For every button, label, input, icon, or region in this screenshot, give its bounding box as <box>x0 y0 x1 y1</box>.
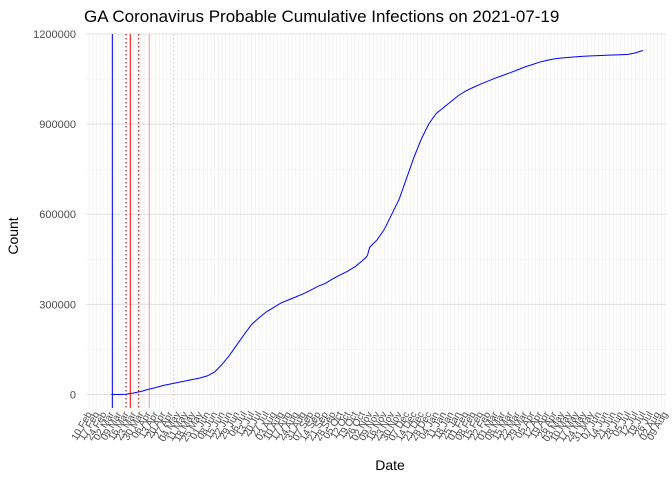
y-tick-label: 0 <box>70 389 76 401</box>
x-axis-label: Date <box>375 457 405 473</box>
reference-lines <box>111 34 175 408</box>
chart-title: GA Coronavirus Probable Cumulative Infec… <box>84 7 559 26</box>
y-tick-label: 1200000 <box>33 29 76 41</box>
y-tick-label: 600000 <box>39 209 76 221</box>
series-lines <box>111 50 643 395</box>
grid <box>86 33 666 408</box>
y-axis-ticks: 0 300000 600000 900000 1200000 <box>33 29 76 401</box>
y-axis-label: Count <box>5 217 21 254</box>
y-tick-label: 900000 <box>39 119 76 131</box>
y-tick-label: 300000 <box>39 299 76 311</box>
series-line <box>111 50 643 395</box>
